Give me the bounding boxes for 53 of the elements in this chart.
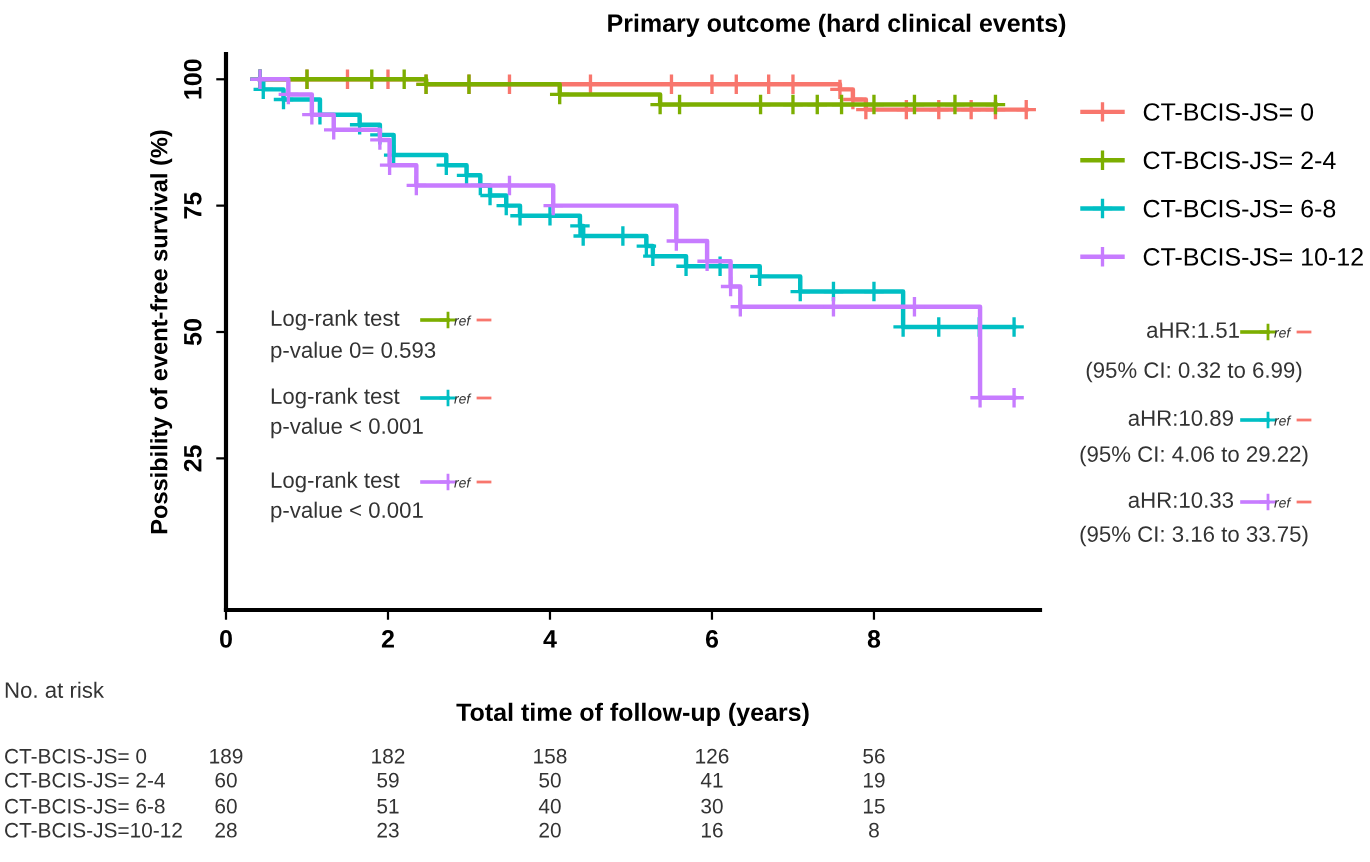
text: aHR:10.89 <box>1128 410 1233 426</box>
text: 41 <box>700 773 723 788</box>
text: 16 <box>701 822 723 838</box>
text: 8 <box>869 822 879 838</box>
annotation: Log-rank test <box>271 387 400 409</box>
text: 28 <box>215 822 237 838</box>
annotation: p-value < 0.001 <box>271 417 423 439</box>
y-tick-label: 50 <box>183 319 202 346</box>
text: aHR:1.51 <box>1147 322 1239 338</box>
text: 40 <box>538 798 561 814</box>
text: 30 <box>701 798 723 814</box>
text: 189 <box>210 748 243 764</box>
text: 15 <box>863 799 885 814</box>
text: (95% CI: 0.32 to 6.99) <box>1086 361 1302 383</box>
annotation: Log-rank test <box>271 309 400 331</box>
text: No. at risk <box>5 681 105 698</box>
chart-title: Primary outcome (hard clinical events) <box>608 13 1066 37</box>
text: 56 <box>863 748 885 764</box>
annotation: p-value 0= 0.593 <box>271 341 436 363</box>
text: 60 <box>215 798 237 814</box>
text: CT-BCIS-JS= 0 <box>5 748 147 764</box>
x-tick-label: 0 <box>220 630 232 648</box>
text: CT-BCIS-JS= 2-4 <box>5 772 165 788</box>
x-tick-label: 4 <box>543 630 557 648</box>
text: 20 <box>539 822 561 838</box>
legend-label: CT-BCIS-JS= 0 <box>1143 103 1314 121</box>
text: 126 <box>696 748 729 764</box>
text: CT-BCIS-JS=10-12 <box>5 822 182 838</box>
text: (95% CI: 3.16 to 33.75) <box>1080 525 1308 547</box>
text: 182 <box>372 748 405 764</box>
legend-label: CT-BCIS-JS= 2-4 <box>1143 151 1336 170</box>
text: 19 <box>863 772 885 788</box>
text: 59 <box>377 772 399 788</box>
x-tick-label: 8 <box>867 630 881 648</box>
text: 50 <box>539 772 561 788</box>
text: (95% CI: 4.06 to 29.22) <box>1080 445 1308 467</box>
text: 51 <box>377 799 399 814</box>
y-axis-title: Possibility of event-free survival (%) <box>150 130 173 534</box>
text: 23 <box>377 822 399 838</box>
y-tick-label: 25 <box>183 445 202 472</box>
y-tick-label: 75 <box>184 192 202 219</box>
annotation: p-value < 0.001 <box>271 501 423 523</box>
text: CT-BCIS-JS= 6-8 <box>5 798 165 814</box>
x-axis-title: Total time of follow-up (years) <box>456 702 809 727</box>
legend-label: CT-BCIS-JS= 10-12 <box>1143 248 1363 266</box>
text: aHR:10.33 <box>1128 492 1234 508</box>
text: 158 <box>534 748 567 764</box>
legend-label: CT-BCIS-JS= 6-8 <box>1143 199 1336 218</box>
x-tick-label: 6 <box>705 630 719 648</box>
x-tick-label: 2 <box>381 630 394 648</box>
text: 60 <box>215 772 237 788</box>
y-tick-label: 100 <box>183 59 202 99</box>
annotation: Log-rank test <box>271 471 400 493</box>
